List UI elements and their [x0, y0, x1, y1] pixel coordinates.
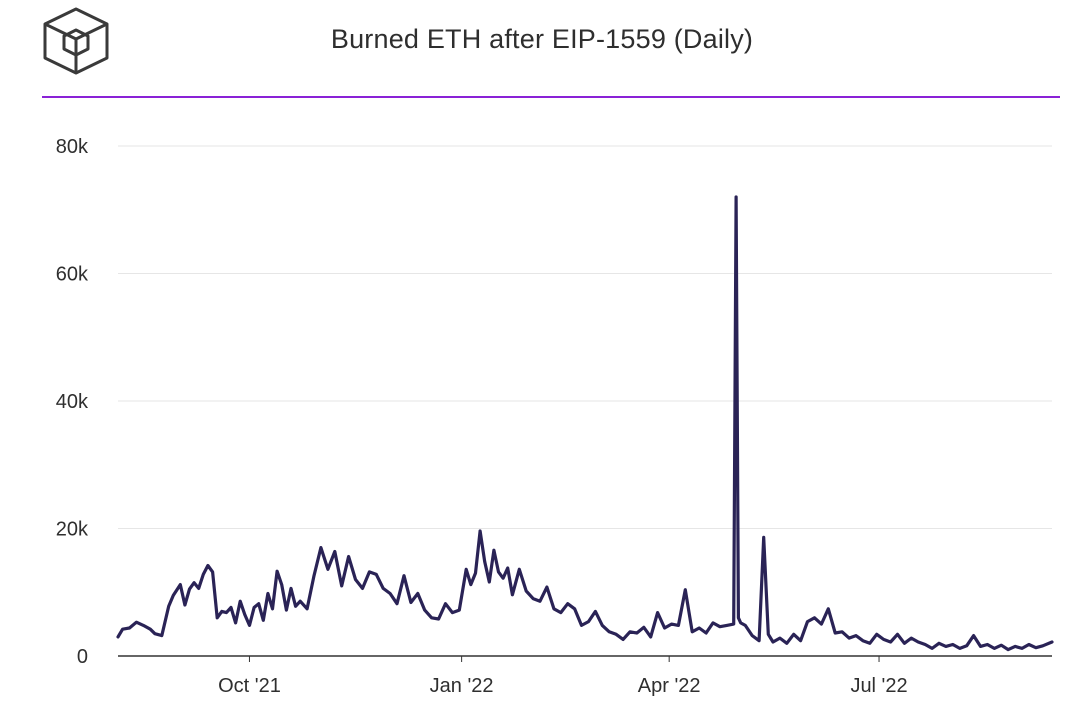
series-line-burned-eth: [116, 195, 1054, 652]
x-axis-ticks: Oct '21 Jan '22 Apr '22 Jul '22: [218, 656, 908, 697]
x-tick-label: Oct '21: [218, 675, 281, 697]
y-tick-label: 80k: [56, 136, 89, 158]
the-block-cube-icon: [43, 7, 109, 75]
y-axis-ticks: 0 20k 40k 60k 80k: [56, 136, 89, 668]
y-tick-label: 20k: [56, 519, 89, 541]
gridlines: [118, 145, 1052, 529]
y-tick-label: 40k: [56, 391, 89, 413]
title-divider: [42, 96, 1060, 98]
y-tick-label: 60k: [56, 264, 89, 286]
x-tick-label: Jan '22: [430, 675, 494, 697]
y-tick-label: 0: [77, 646, 88, 668]
chart-title: Burned ETH after EIP-1559 (Daily): [330, 24, 754, 54]
x-tick-label: Apr '22: [638, 675, 701, 697]
x-tick-label: Jul '22: [850, 675, 907, 697]
